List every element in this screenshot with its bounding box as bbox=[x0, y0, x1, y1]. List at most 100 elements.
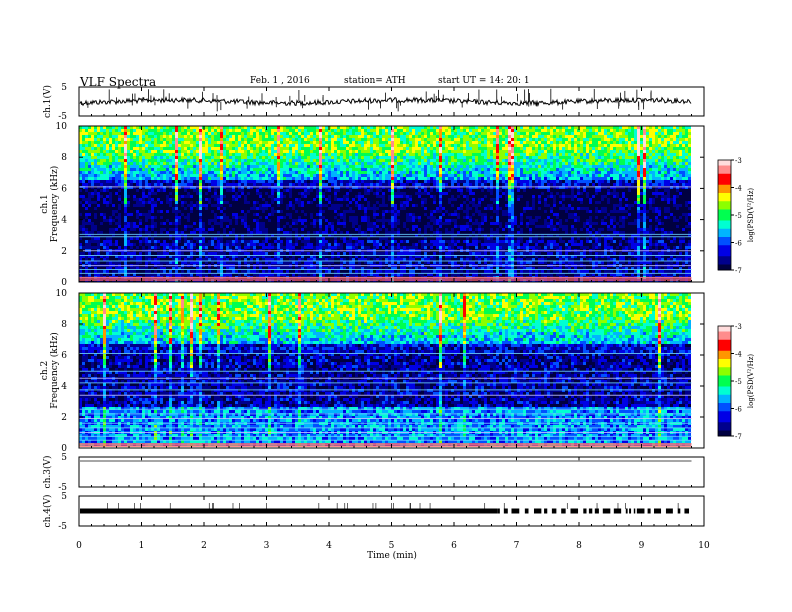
ch1-spectrogram-cell bbox=[217, 132, 220, 135]
ch1-spectrogram-cell bbox=[250, 174, 253, 177]
ch1-spectrogram-cell bbox=[97, 156, 100, 159]
ch1-spectrogram-cell bbox=[235, 129, 238, 132]
ch1-spectrogram-cell bbox=[643, 189, 646, 192]
ch1-spectrogram-cell bbox=[256, 195, 259, 198]
ch1-spectrogram-cell bbox=[145, 126, 148, 129]
ch1-spectrogram-cell bbox=[493, 162, 496, 165]
ch1-spectrogram-cell bbox=[553, 153, 556, 156]
ch1-spectrogram-cell bbox=[82, 159, 85, 162]
ch1-spectrogram-cell bbox=[556, 135, 559, 138]
ch1-spectrogram-cell bbox=[565, 174, 568, 177]
ch1-spectrogram-cell bbox=[271, 144, 274, 147]
ch1-spectrogram-cell bbox=[235, 189, 238, 192]
ch1-spectrogram-cell bbox=[268, 159, 271, 162]
ch1-spectrogram-cell bbox=[529, 186, 532, 189]
ch1-spectrogram-cell bbox=[391, 192, 394, 195]
ch1-spectrogram-cell bbox=[145, 129, 148, 132]
ch1-spectrogram-cell bbox=[163, 138, 166, 141]
ch1-spectrogram-cell bbox=[340, 189, 343, 192]
ch1-spectrogram-cell bbox=[127, 186, 130, 189]
ch1-spectrogram-cell bbox=[112, 165, 115, 168]
ch1-spectrogram-cell bbox=[394, 180, 397, 183]
ch1-spectrogram-cell bbox=[283, 159, 286, 162]
ch1-spectrogram-cell bbox=[628, 132, 631, 135]
ch1-spectrogram-cell bbox=[334, 186, 337, 189]
ch1-spectrogram-cell bbox=[460, 135, 463, 138]
ch1-spectrogram-cell bbox=[85, 174, 88, 177]
ch1-spectrogram-cell bbox=[583, 189, 586, 192]
ch1-spectrogram-cell bbox=[118, 138, 121, 141]
ch1-spectrogram-cell bbox=[649, 165, 652, 168]
ch1-spectrogram-cell bbox=[682, 126, 685, 129]
ch1-spectrogram-cell bbox=[169, 153, 172, 156]
ch1-spectrogram-cell bbox=[541, 144, 544, 147]
ch1-spectrogram-cell bbox=[427, 141, 430, 144]
ch1-spectrogram-cell bbox=[556, 189, 559, 192]
ch1-spectrogram-cell bbox=[544, 150, 547, 153]
ch1-spectrogram-cell bbox=[553, 144, 556, 147]
ch1-spectrogram-cell bbox=[451, 156, 454, 159]
ch1-spectrogram-cell bbox=[388, 162, 391, 165]
ch1-spectrogram-cell bbox=[409, 171, 412, 174]
ch1-spectrogram-cell bbox=[460, 168, 463, 171]
ch1-spectrogram-cell bbox=[607, 171, 610, 174]
ch1-spectrogram-cell bbox=[382, 186, 385, 189]
ch1-spectrogram-cell bbox=[517, 186, 520, 189]
ch1-spectrogram-cell bbox=[217, 135, 220, 138]
ch1-spectrogram-cell bbox=[541, 159, 544, 162]
ch1-spectrogram-cell bbox=[610, 180, 613, 183]
ch1-spectrogram-cell bbox=[103, 138, 106, 141]
ch1-spectrogram-cell bbox=[613, 171, 616, 174]
ch1-spectrogram-cell bbox=[436, 186, 439, 189]
ch1-spectrogram-cell bbox=[637, 141, 640, 144]
ch1-spectrogram-cell bbox=[94, 156, 97, 159]
ch1-spectrogram-cell bbox=[652, 156, 655, 159]
ch1-spectrogram-cell bbox=[193, 171, 196, 174]
ch1-spectrogram-cell bbox=[286, 153, 289, 156]
ch1-spectrogram-cell bbox=[661, 165, 664, 168]
ch1-spectrogram-cell bbox=[376, 138, 379, 141]
ch1-spectrogram-cell bbox=[313, 135, 316, 138]
ch1-spectrogram-cell bbox=[109, 180, 112, 183]
ch1-spectrogram-cell bbox=[361, 195, 364, 198]
ch1-spectrogram-cell bbox=[79, 177, 82, 180]
ch1-spectrogram-cell bbox=[439, 159, 442, 162]
ch1-spectrogram-cell bbox=[604, 177, 607, 180]
ch1-spectrogram-cell bbox=[646, 159, 649, 162]
ch1-spectrogram-cell bbox=[301, 192, 304, 195]
ch1-spectrogram-cell bbox=[586, 180, 589, 183]
ch1-spectrogram-cell bbox=[238, 195, 241, 198]
ch1-spectrogram-cell bbox=[103, 144, 106, 147]
ch1-spectrogram-cell bbox=[652, 135, 655, 138]
ch1-spectrogram-cell bbox=[319, 156, 322, 159]
ch1-spectrogram-cell bbox=[436, 177, 439, 180]
ch1-spectrogram-cell bbox=[529, 165, 532, 168]
ch1-spectrogram-cell bbox=[136, 165, 139, 168]
ch1-spectrogram-cell bbox=[157, 138, 160, 141]
ch1-spectrogram-cell bbox=[448, 162, 451, 165]
ch1-spectrogram-cell bbox=[529, 126, 532, 129]
ch1-spectrogram-cell bbox=[88, 132, 91, 135]
ch1-spectrogram-cell bbox=[676, 189, 679, 192]
ch1-spectrogram-cell bbox=[388, 159, 391, 162]
ch1-spectrogram-cell bbox=[223, 159, 226, 162]
ch1-spectrogram-cell bbox=[226, 159, 229, 162]
ch1-spectrogram-cell bbox=[205, 135, 208, 138]
ch1-spectrogram-cell bbox=[193, 153, 196, 156]
ch1-spectrogram-cell bbox=[511, 138, 514, 141]
ch1-spectrogram-cell bbox=[643, 132, 646, 135]
ch1-spectrogram-cell bbox=[517, 150, 520, 153]
ch1-spectrogram-cell bbox=[409, 177, 412, 180]
ch1-spectrogram-cell bbox=[496, 153, 499, 156]
ch1-spectrogram-cell bbox=[124, 180, 127, 183]
ch1-spectrogram-cell bbox=[376, 183, 379, 186]
ch1-spectrogram-cell bbox=[382, 150, 385, 153]
ch1-spectrogram-cell bbox=[439, 141, 442, 144]
ch1-spectrogram-cell bbox=[196, 174, 199, 177]
ch1-spectrogram-cell bbox=[526, 183, 529, 186]
ch1-spectrogram-cell bbox=[358, 141, 361, 144]
ch1-spectrogram-cell bbox=[436, 174, 439, 177]
ch1-spectrogram-cell bbox=[316, 186, 319, 189]
ch1-spectrogram-cell bbox=[595, 168, 598, 171]
ch1-spectrogram-cell bbox=[535, 129, 538, 132]
